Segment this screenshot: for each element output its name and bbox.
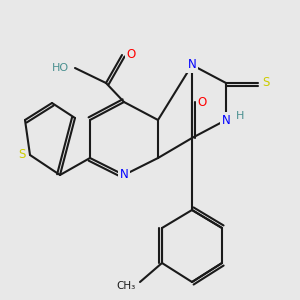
Text: S: S [262,76,270,89]
Text: N: N [188,58,196,71]
Text: N: N [222,113,230,127]
Text: H: H [236,111,244,121]
Text: CH₃: CH₃ [116,281,136,291]
Text: N: N [120,169,128,182]
Text: O: O [126,49,136,62]
Text: S: S [18,148,26,161]
Text: HO: HO [51,63,69,73]
Text: O: O [197,95,207,109]
